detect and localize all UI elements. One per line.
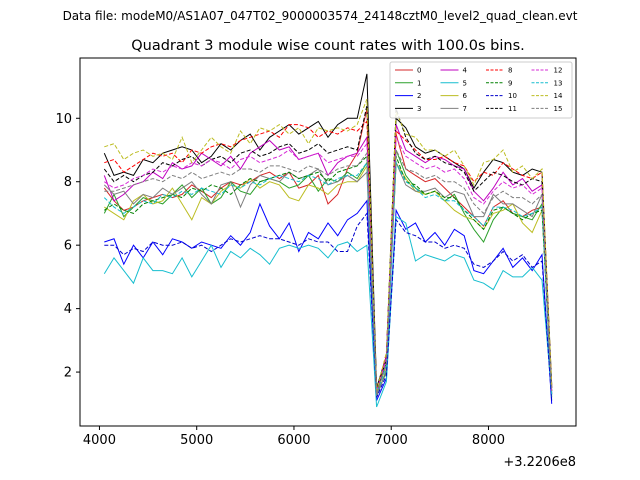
legend-label-7: 7 — [463, 105, 467, 113]
chart-title: Quadrant 3 module wise count rates with … — [131, 38, 525, 54]
series-line-14 — [104, 99, 553, 392]
series-line-4 — [103, 124, 553, 395]
x-tick-label: 6000 — [277, 433, 310, 448]
series-line-1 — [103, 149, 553, 398]
y-tick-label: 4 — [64, 302, 72, 317]
x-axis-offset-label: +3.2206e8 — [503, 455, 576, 470]
legend-label-5: 5 — [463, 79, 467, 87]
series-line-6 — [104, 161, 553, 392]
legend-label-1: 1 — [417, 79, 421, 87]
legend-label-4: 4 — [463, 67, 468, 75]
y-tick-label: 2 — [64, 366, 72, 381]
legend-label-14: 14 — [554, 92, 563, 100]
legend-label-0: 0 — [417, 67, 421, 75]
legend-label-15: 15 — [554, 105, 563, 113]
series-line-7 — [103, 162, 553, 398]
series-line-15 — [104, 148, 553, 395]
series-line-8 — [104, 120, 553, 392]
legend-frame — [389, 61, 573, 119]
legend-label-8: 8 — [508, 67, 512, 75]
y-axis: 2 4 6 8 10 — [55, 112, 80, 381]
series-line-2 — [104, 199, 553, 404]
legend-label-9: 9 — [508, 79, 512, 87]
y-tick-label: 10 — [55, 112, 72, 127]
legend-label-11: 11 — [508, 105, 517, 113]
x-axis: 4000 5000 6000 7000 8000 — [83, 426, 505, 448]
legend-label-2: 2 — [417, 92, 421, 100]
axes-frame — [79, 57, 577, 427]
series-line-5 — [103, 215, 553, 408]
series-line-9 — [104, 155, 553, 395]
chart-suptitle: Data file: modeM0/AS1A07_047T02_90000035… — [63, 9, 578, 23]
x-tick-label: 4000 — [83, 433, 116, 448]
series-line-10 — [104, 212, 553, 401]
legend-label-6: 6 — [463, 92, 468, 100]
series-line-13 — [103, 160, 553, 395]
x-tick-label: 7000 — [375, 433, 408, 448]
legend-label-12: 12 — [554, 67, 563, 75]
y-tick-label: 6 — [64, 239, 72, 254]
series-line-0 — [103, 108, 553, 395]
legend-label-13: 13 — [554, 79, 563, 87]
legend-label-3: 3 — [417, 105, 421, 113]
x-tick-label: 8000 — [472, 433, 505, 448]
plot-lines — [103, 73, 553, 408]
series-line-3 — [103, 73, 553, 389]
series-line-11 — [103, 105, 553, 392]
x-tick-label: 5000 — [180, 433, 213, 448]
legend-label-10: 10 — [508, 92, 517, 100]
y-tick-label: 8 — [64, 175, 72, 190]
